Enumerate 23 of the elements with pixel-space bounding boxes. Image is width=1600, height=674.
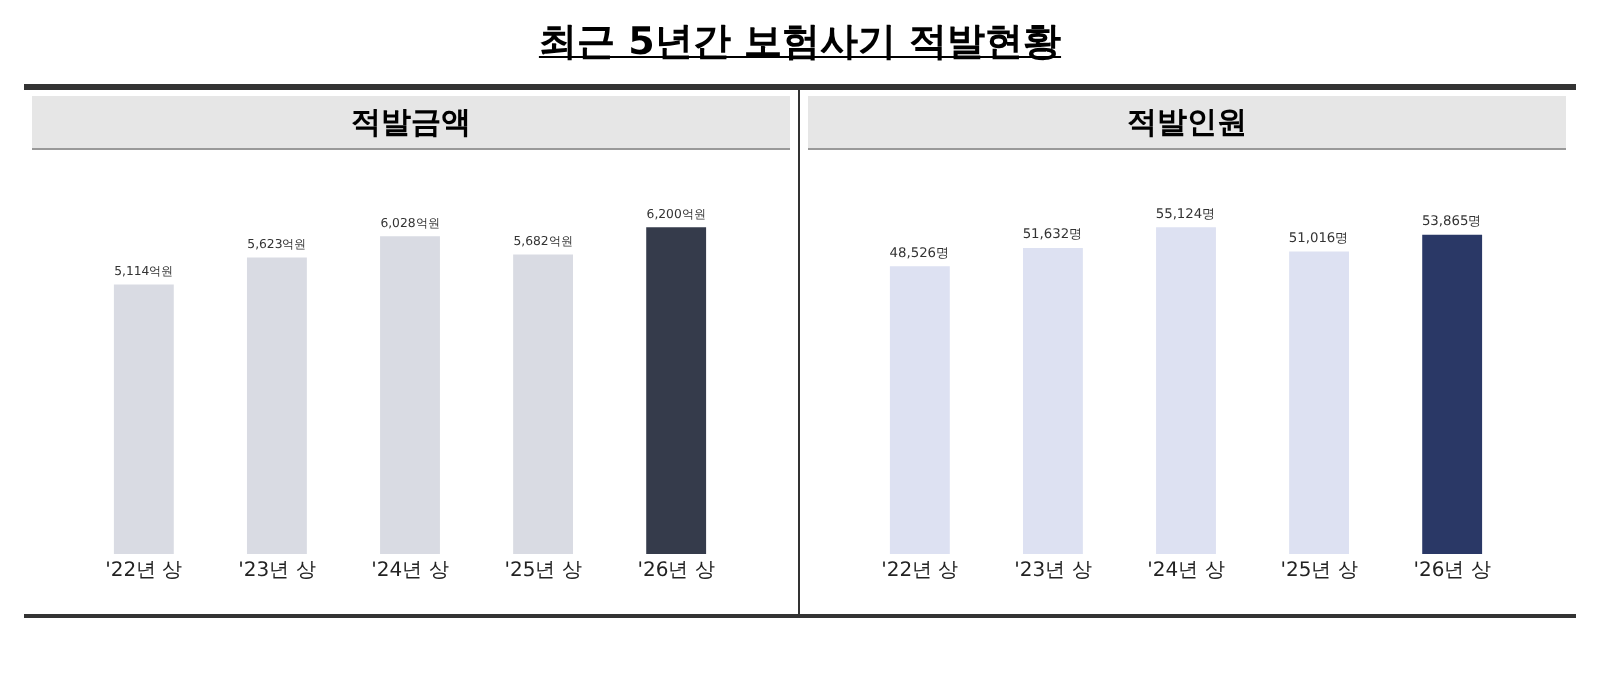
bar	[1022, 247, 1083, 554]
x-tick-label: '26년 상	[637, 560, 715, 582]
x-tick-label: '24년 상	[1147, 560, 1225, 582]
x-tick-label: '25년 상	[1280, 560, 1358, 582]
x-tick-label: '23년 상	[238, 560, 316, 582]
bar	[513, 254, 574, 554]
x-tick-label: '22년 상	[881, 560, 959, 582]
bar	[1289, 251, 1350, 554]
bar	[113, 284, 174, 554]
bar	[380, 236, 440, 554]
chart-subtitle: 적발금액	[32, 96, 790, 150]
x-tick-label: '23년 상	[1014, 560, 1092, 582]
chart-subtitle: 적발인원	[808, 96, 1566, 150]
bar	[1156, 227, 1216, 554]
x-tick-label: '24년 상	[371, 560, 449, 582]
bar	[1422, 234, 1483, 554]
bar	[246, 257, 307, 554]
x-tick-label: '26년 상	[1413, 560, 1491, 582]
bar	[889, 266, 950, 554]
x-tick-label: '25년 상	[504, 560, 582, 582]
x-tick-label: '22년 상	[105, 560, 183, 582]
chart-title: 최근 5년간 보험사기 적발현황	[536, 18, 1064, 68]
bar	[646, 227, 707, 554]
